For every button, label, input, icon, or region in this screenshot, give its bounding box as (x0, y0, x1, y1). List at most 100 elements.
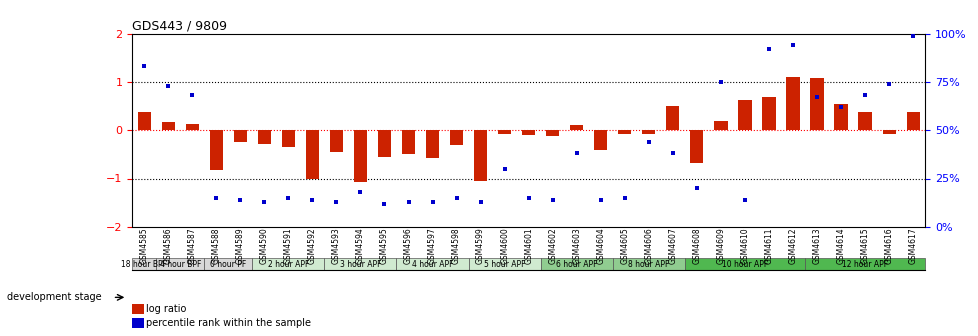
Point (857, 93, 872, 98)
Point (593, 197, 608, 202)
Text: GSM4604: GSM4604 (596, 228, 604, 264)
Bar (282, 130, 294, 147)
Bar (252, 258, 324, 270)
Point (760, 46, 776, 52)
Text: GSM4614: GSM4614 (835, 228, 845, 264)
Text: 4 hour APF: 4 hour APF (412, 260, 453, 269)
Text: 2 hour APF: 2 hour APF (267, 260, 309, 269)
Bar (804, 258, 924, 270)
Bar (540, 258, 612, 270)
Bar (425, 130, 439, 158)
Point (136, 64, 152, 69)
Text: 18 hour BPF: 18 hour BPF (121, 260, 167, 269)
Text: GSM4599: GSM4599 (475, 228, 485, 264)
Point (664, 151, 680, 156)
Text: GSM4615: GSM4615 (860, 228, 868, 264)
Bar (138, 112, 151, 130)
Point (232, 197, 247, 202)
Point (641, 139, 656, 144)
Text: 8 hour APF: 8 hour APF (628, 260, 669, 269)
Bar (324, 258, 396, 270)
Text: GSM4586: GSM4586 (163, 228, 172, 264)
Bar (186, 124, 199, 130)
Bar (785, 77, 799, 130)
Bar (569, 125, 583, 130)
Bar (612, 258, 685, 270)
Text: GSM4603: GSM4603 (571, 228, 581, 264)
Text: GSM4608: GSM4608 (691, 228, 700, 264)
Point (400, 199, 416, 204)
Point (712, 79, 728, 85)
Point (736, 197, 752, 202)
Bar (685, 258, 804, 270)
Text: GSM4601: GSM4601 (523, 228, 533, 264)
Point (689, 185, 704, 191)
Text: GSM4589: GSM4589 (236, 228, 244, 264)
Point (377, 201, 392, 206)
Point (304, 197, 320, 202)
Text: GSM4585: GSM4585 (140, 228, 149, 264)
Point (784, 43, 800, 48)
Point (448, 195, 464, 201)
Text: GSM4607: GSM4607 (668, 228, 677, 264)
Text: GSM4595: GSM4595 (379, 228, 388, 264)
Bar (257, 130, 271, 144)
Text: GSM4605: GSM4605 (620, 228, 629, 264)
Bar (161, 122, 175, 130)
Text: percentile rank within the sample: percentile rank within the sample (146, 318, 311, 328)
Text: GSM4594: GSM4594 (356, 228, 365, 264)
Point (545, 197, 560, 202)
Bar (498, 130, 511, 134)
Text: 3 hour APF: 3 hour APF (339, 260, 380, 269)
Bar (642, 130, 654, 134)
Bar (204, 258, 252, 270)
Text: GSM4606: GSM4606 (644, 228, 652, 264)
Text: development stage: development stage (7, 292, 102, 302)
Bar (396, 258, 468, 270)
Point (424, 199, 440, 204)
Point (905, 33, 920, 38)
Bar (353, 130, 367, 182)
Bar (714, 121, 727, 130)
Text: 12 hour APF: 12 hour APF (841, 260, 887, 269)
Text: GSM4613: GSM4613 (812, 228, 821, 264)
Point (472, 199, 488, 204)
Point (256, 199, 272, 204)
Bar (906, 112, 918, 130)
Bar (234, 130, 246, 142)
Bar (810, 78, 822, 130)
Point (160, 83, 176, 88)
Point (880, 81, 896, 87)
Bar (468, 258, 540, 270)
Bar (546, 130, 558, 136)
Text: 0 hour PF: 0 hour PF (210, 260, 246, 269)
Bar (330, 130, 342, 152)
Point (616, 195, 632, 201)
Bar (762, 97, 775, 130)
Text: 6 hour APF: 6 hour APF (556, 260, 597, 269)
Bar (156, 258, 204, 270)
Text: GSM4587: GSM4587 (188, 228, 197, 264)
Text: log ratio: log ratio (146, 304, 186, 314)
Text: 4 hour BPF: 4 hour BPF (159, 260, 200, 269)
Bar (737, 100, 751, 130)
Text: 10 hour APF: 10 hour APF (721, 260, 768, 269)
Bar (617, 130, 631, 134)
Bar (881, 130, 895, 134)
Point (329, 199, 344, 204)
Bar (594, 130, 606, 150)
Text: GSM4592: GSM4592 (307, 228, 317, 264)
Text: GSM4612: GSM4612 (787, 228, 797, 264)
Bar (305, 130, 319, 179)
Text: GSM4617: GSM4617 (908, 228, 916, 264)
Point (281, 195, 296, 201)
Text: GDS443 / 9809: GDS443 / 9809 (132, 19, 227, 33)
Text: GSM4591: GSM4591 (284, 228, 292, 264)
Text: GSM4610: GSM4610 (739, 228, 749, 264)
Bar (450, 130, 463, 145)
Bar (689, 130, 703, 163)
Text: GSM4598: GSM4598 (452, 228, 461, 264)
Text: GSM4596: GSM4596 (404, 228, 413, 264)
Point (184, 93, 200, 98)
Text: GSM4609: GSM4609 (716, 228, 725, 264)
